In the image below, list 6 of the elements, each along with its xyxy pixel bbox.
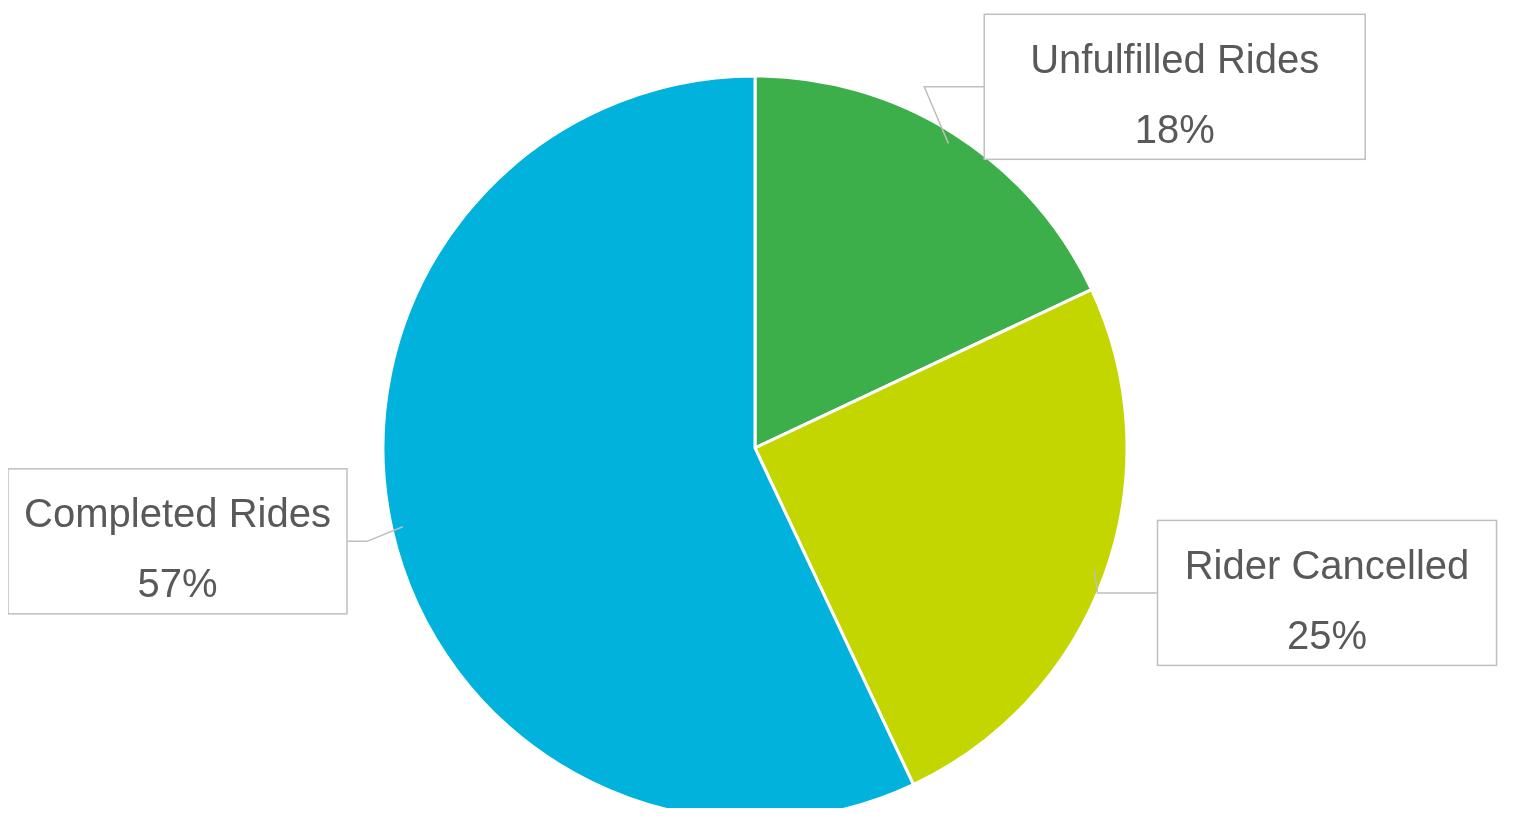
slice-label: Unfulfilled Rides [1030,36,1320,81]
data-label: 25% [1286,612,1368,657]
data-label: 18% [1134,106,1215,151]
slice-label: Completed Rides [24,491,331,536]
slice-label: Rider Cancelled [1184,542,1470,587]
data-label: 57% [137,561,218,606]
